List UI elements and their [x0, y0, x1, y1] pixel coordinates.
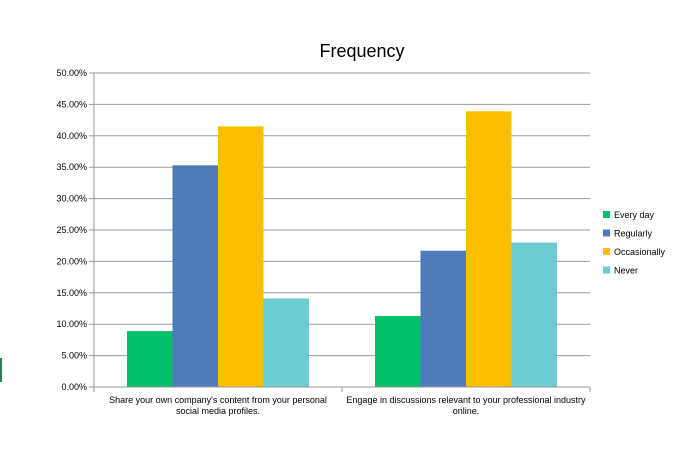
legend-swatch [603, 211, 610, 218]
y-tick-label: 15.00% [56, 288, 87, 298]
y-tick-label: 20.00% [56, 256, 87, 266]
legend: Every day Regularly Occasionally Never [603, 210, 666, 276]
y-tick-label: 45.00% [56, 99, 87, 109]
left-edge-marker [0, 358, 2, 382]
y-axis-ticks: 0.00% 5.00% 10.00% 15.00% 20.00% 25.00% 30.00%… [56, 68, 87, 392]
x-axis-labels: Share your own company's content from yo… [109, 395, 586, 416]
bar-occasionally-2 [466, 111, 512, 388]
bar-every-day-1 [127, 331, 173, 387]
y-tick-label: 40.00% [56, 131, 87, 141]
bar-regularly-2 [420, 250, 466, 387]
y-tick-label: 10.00% [56, 319, 87, 329]
legend-label: Occasionally [614, 247, 666, 257]
chart-title: Frequency [319, 41, 404, 61]
legend-label: Regularly [614, 229, 653, 239]
bar-never-1 [263, 298, 309, 387]
x-category-label-line: online. [453, 406, 480, 416]
legend-label: Never [614, 266, 638, 276]
legend-swatch [603, 229, 610, 237]
legend-swatch [603, 266, 610, 274]
bar-never-2 [511, 242, 557, 387]
legend-label: Every day [614, 210, 655, 220]
y-tick-label: 35.00% [56, 162, 87, 172]
y-tick-label: 25.00% [56, 225, 87, 235]
legend-swatch [603, 248, 610, 255]
axes [93, 73, 591, 392]
y-tick-label: 30.00% [56, 194, 87, 204]
bars [127, 111, 557, 388]
y-tick-label: 50.00% [56, 68, 87, 78]
bar-occasionally-1 [218, 126, 264, 387]
bar-regularly-1 [172, 165, 218, 387]
bar-every-day-2 [375, 316, 421, 387]
x-category-label: Engage in discussions relevant to your p… [346, 395, 586, 416]
y-tick-label: 5.00% [61, 351, 87, 361]
x-category-label: Share your own company's content from yo… [109, 395, 327, 416]
x-category-label-line: Engage in discussions relevant to your p… [346, 395, 586, 405]
x-category-label-line: social media profiles. [176, 406, 260, 416]
x-category-label-line: Share your own company's content from yo… [109, 395, 327, 405]
y-tick-label: 0.00% [61, 382, 87, 392]
